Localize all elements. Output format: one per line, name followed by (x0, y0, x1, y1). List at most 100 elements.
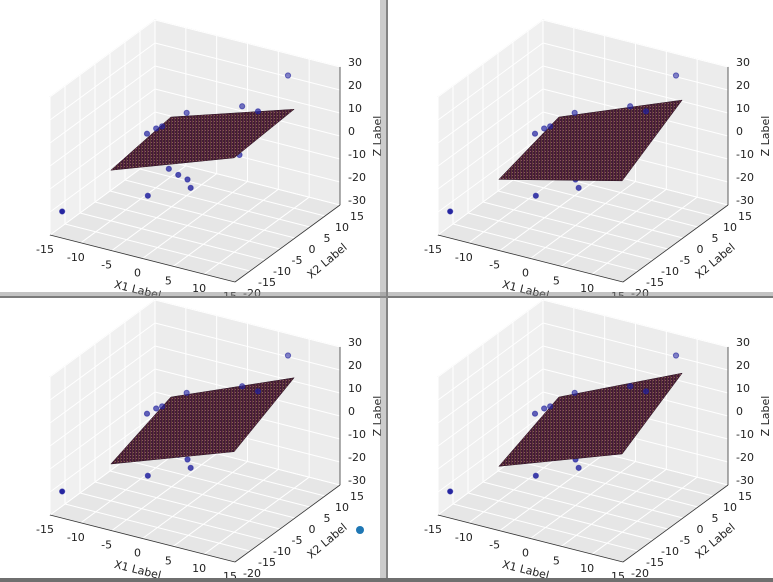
z-tick-label: -30 (736, 474, 754, 487)
grid-line (79, 212, 266, 261)
grid-line (452, 223, 639, 272)
y-tick-label: 0 (697, 243, 704, 256)
data-point (239, 103, 246, 110)
grid-line (203, 476, 310, 555)
data-point (153, 405, 160, 412)
x-tick-label: -15 (36, 523, 54, 536)
data-point (532, 472, 539, 479)
data-point (144, 192, 151, 199)
grid-line (94, 201, 281, 250)
grid-line (452, 503, 639, 552)
grid-line (497, 470, 684, 519)
z-tick-label: 0 (348, 405, 355, 418)
data-point (159, 123, 166, 130)
grid-line (154, 42, 341, 91)
x-tick-label: -10 (455, 531, 473, 544)
data-point (284, 352, 292, 359)
data-point (575, 184, 582, 191)
z-tick-label: 30 (348, 56, 362, 69)
grid-line (542, 299, 729, 348)
x-tick-label: 5 (553, 554, 560, 567)
z-tick-label: -30 (736, 194, 754, 207)
panel: -15-10-5051015-20-15-10-5051015-30-20-10… (0, 0, 386, 296)
y-tick-label: -20 (631, 287, 649, 300)
y-tick-label: 0 (697, 523, 704, 536)
axis-line (622, 484, 729, 563)
x-tick-label: -15 (424, 523, 442, 536)
z-tick-label: -20 (736, 171, 754, 184)
grid-line (499, 173, 605, 252)
x-tick-label: 0 (134, 547, 141, 560)
data-point (541, 125, 548, 132)
z-tick-label: -10 (736, 428, 754, 441)
grid-line (154, 65, 341, 114)
grid-line (203, 196, 310, 275)
cursor-dot (356, 526, 364, 534)
x-tick-label: -5 (489, 539, 500, 552)
grid-line (154, 345, 341, 394)
grid-line (437, 19, 544, 98)
x-tick-label: -10 (455, 251, 473, 264)
z-tick-label: 30 (736, 56, 750, 69)
data-point (672, 352, 680, 359)
y-tick-label: 5 (712, 512, 719, 525)
axis-line (622, 204, 729, 283)
y-tick-label: -10 (273, 265, 291, 278)
data-point (175, 171, 182, 178)
z-tick-label: 20 (348, 79, 362, 92)
y-tick-label: -20 (243, 567, 261, 578)
grid-line (49, 88, 156, 167)
data-point (187, 184, 194, 191)
grid-line (437, 368, 544, 447)
axis-line (49, 234, 236, 283)
y-tick-label: -15 (258, 276, 276, 289)
data-point (254, 388, 262, 395)
x-tick-label: 0 (522, 547, 529, 560)
data-point (284, 72, 292, 79)
grid-line (111, 173, 217, 252)
grid-line (437, 322, 544, 401)
data-point (547, 403, 554, 410)
grid-line (542, 65, 729, 114)
grid-line (49, 65, 156, 144)
data-point (672, 72, 680, 79)
grid-line (49, 322, 156, 401)
grid-line (561, 468, 667, 547)
grid-line (154, 322, 341, 371)
grid-line (109, 190, 296, 239)
grid-line (512, 459, 699, 508)
x-tick-label: -5 (101, 259, 112, 272)
axis-line (437, 234, 624, 283)
grid-line (94, 481, 281, 530)
data-point (143, 130, 151, 137)
x-tick-label: -15 (36, 243, 54, 256)
z-tick-label: 30 (736, 336, 750, 349)
axis-line (234, 204, 341, 283)
y-tick-label: -5 (292, 534, 303, 547)
grid-line (173, 188, 279, 267)
surface (110, 108, 295, 171)
y-tick-label: -5 (680, 534, 691, 547)
x-tick-label: 15 (611, 570, 625, 578)
y-tick-label: 5 (712, 232, 719, 245)
data-point (165, 165, 172, 172)
y-tick-label: 10 (723, 221, 737, 234)
panel: -15-10-5051015-20-15-10-5051015-30-20-10… (388, 0, 773, 300)
y-tick-label: 5 (324, 512, 331, 525)
data-point (159, 403, 166, 410)
data-point (532, 192, 539, 199)
y-tick-label: 0 (309, 523, 316, 536)
grid-line (591, 196, 698, 275)
grid-line (79, 492, 266, 541)
x-tick-label: 5 (165, 274, 172, 287)
data-point (183, 109, 190, 116)
y-tick-label: 5 (324, 232, 331, 245)
data-point (627, 103, 634, 110)
x-tick-label: -15 (424, 243, 442, 256)
y-tick-label: 15 (738, 490, 752, 503)
panel: -15-10-5051015-20-15-10-5051015-30-20-10… (0, 298, 386, 578)
z-tick-label: 30 (348, 336, 362, 349)
grid-line (437, 345, 544, 424)
z-tick-label: -30 (348, 194, 366, 207)
